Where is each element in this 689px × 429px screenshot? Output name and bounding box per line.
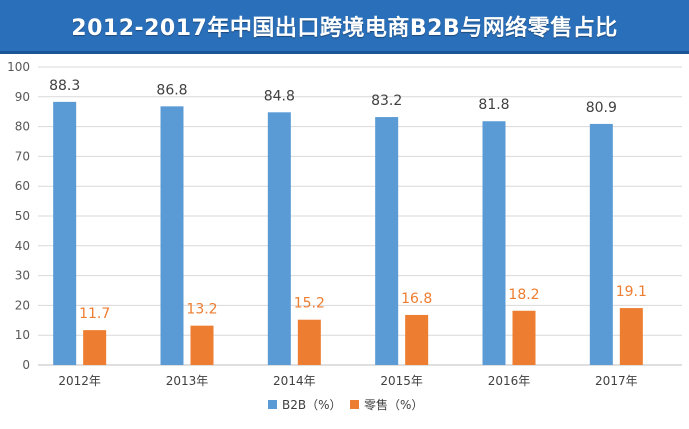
data-label-b2b-5: 80.9 [586,100,617,116]
y-tick-label: 60 [15,179,30,193]
y-axis-ticks: 0 10 20 30 40 50 60 70 80 90 100 [7,60,30,372]
data-label-retail-1: 13.2 [186,302,217,318]
data-label-b2b-0: 88.3 [49,78,80,94]
data-label-b2b-3: 83.2 [371,93,402,109]
bar-retail-0 [83,330,107,365]
x-axis-ticks: 2012年 2013年 2014年 2015年 2016年 2017年 [58,374,637,388]
data-label-b2b-1: 86.8 [156,82,187,98]
y-tick-label: 80 [15,120,30,134]
legend: B2B（%） 零售（%） [268,397,423,412]
title-banner: 2012-2017年中国出口跨境电商B2B与网络零售占比 [0,0,689,54]
y-tick-label: 90 [15,90,30,104]
bar-retail-2 [297,319,321,365]
x-tick-label: 2017年 [595,374,638,388]
data-label-b2b-2: 84.8 [264,88,295,104]
legend-label-retail: 零售（%） [364,397,423,412]
x-tick-label: 2012年 [58,374,101,388]
data-label-retail-5: 19.1 [616,284,647,300]
y-tick-label: 70 [15,149,30,163]
x-tick-label: 2013年 [166,374,209,388]
data-labels: 88.3 11.7 86.8 13.2 84.8 15.2 83.2 16.8 81.8 18.2… [49,78,647,322]
grid-lines [38,66,682,366]
data-label-retail-2: 15.2 [294,296,325,312]
y-tick-label: 0 [22,358,30,372]
legend-swatch-b2b [268,400,277,409]
bar-b2b-5 [589,123,613,365]
bar-b2b-2 [267,112,291,365]
legend-label-b2b: B2B（%） [282,398,342,412]
x-tick-label: 2014年 [273,374,316,388]
bar-retail-4 [512,310,536,365]
y-tick-label: 10 [15,328,30,342]
data-label-b2b-4: 81.8 [478,97,509,113]
bar-retail-3 [405,314,429,365]
bar-retail-5 [619,308,643,365]
y-tick-label: 30 [15,269,30,283]
legend-swatch-retail [350,400,359,409]
y-tick-label: 50 [15,209,30,223]
bar-b2b-0 [53,101,77,365]
bar-b2b-1 [160,106,184,365]
x-tick-label: 2016年 [488,374,531,388]
bar-b2b-4 [482,121,506,366]
y-tick-label: 40 [15,239,30,253]
chart-title: 2012-2017年中国出口跨境电商B2B与网络零售占比 [71,15,618,41]
x-tick-label: 2015年 [380,374,423,388]
data-label-retail-4: 18.2 [508,287,539,303]
bar-retail-1 [190,325,214,365]
data-label-retail-0: 11.7 [79,306,110,322]
y-tick-label: 20 [15,298,30,312]
data-label-retail-3: 16.8 [401,291,432,307]
bars [53,101,643,366]
y-tick-label: 100 [7,60,30,74]
bar-b2b-3 [375,117,399,365]
